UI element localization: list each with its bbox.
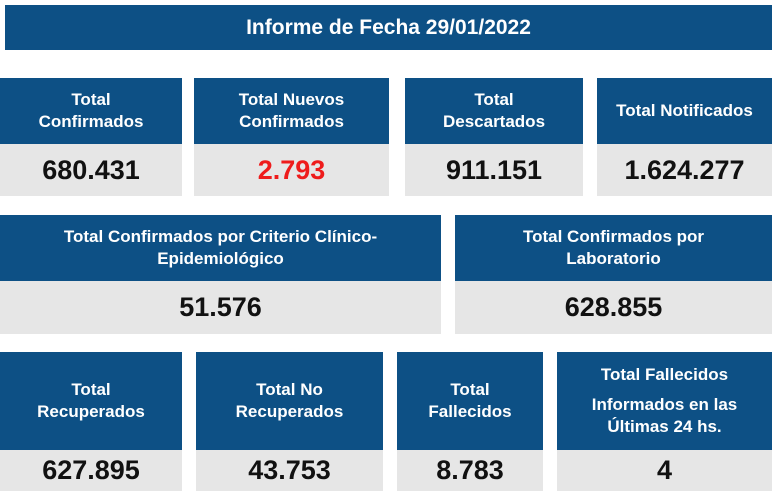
- card-label: Total Notificados: [597, 78, 772, 144]
- card-value: 628.855: [455, 281, 772, 334]
- card-value: 8.783: [397, 450, 543, 491]
- card-label: Total Fallecidos Informados en las Últim…: [557, 352, 772, 450]
- label-text: Total Descartados: [442, 90, 546, 131]
- label-text: Total Confirmados: [38, 90, 144, 131]
- card-total-confirmados: Total Confirmados 680.431: [0, 78, 182, 196]
- card-value: 51.576: [0, 281, 441, 334]
- card-value: 680.431: [0, 144, 182, 196]
- report-title: Informe de Fecha 29/01/2022: [5, 5, 772, 50]
- card-confirmados-criterio-clinico: Total Confirmados por Criterio Clínico- …: [0, 215, 441, 334]
- label-text: Total Fallecidos: [600, 365, 729, 384]
- card-label: Total No Recuperados: [196, 352, 383, 450]
- card-total-descartados: Total Descartados 911.151: [405, 78, 583, 196]
- card-label: Total Confirmados por Criterio Clínico- …: [0, 215, 441, 281]
- card-label: Total Recuperados: [0, 352, 182, 450]
- card-value: 1.624.277: [597, 144, 772, 196]
- card-total-no-recuperados: Total No Recuperados 43.753: [196, 352, 383, 491]
- label-text: Total Confirmados por Laboratorio: [522, 227, 704, 268]
- card-value: 2.793: [194, 144, 389, 196]
- card-total-fallecidos: Total Fallecidos 8.783: [397, 352, 543, 491]
- card-value: 627.895: [0, 450, 182, 491]
- card-confirmados-laboratorio: Total Confirmados por Laboratorio 628.85…: [455, 215, 772, 334]
- card-total-recuperados: Total Recuperados 627.895: [0, 352, 182, 491]
- card-value: 4: [557, 450, 772, 491]
- card-label: Total Descartados: [405, 78, 583, 144]
- label-text: Total Notificados: [616, 101, 753, 120]
- label-text: Total Recuperados: [37, 380, 145, 421]
- card-total-notificados: Total Notificados 1.624.277: [597, 78, 772, 196]
- card-label: Total Confirmados: [0, 78, 182, 144]
- label-text: Total Nuevos Confirmados: [238, 90, 345, 131]
- card-value: 911.151: [405, 144, 583, 196]
- card-label: Total Nuevos Confirmados: [194, 78, 389, 144]
- card-fallecidos-ultimas-24hs: Total Fallecidos Informados en las Últim…: [557, 352, 772, 491]
- card-label: Total Fallecidos: [397, 352, 543, 450]
- card-label: Total Confirmados por Laboratorio: [455, 215, 772, 281]
- label-text: Total No Recuperados: [235, 380, 344, 421]
- card-total-nuevos-confirmados: Total Nuevos Confirmados 2.793: [194, 78, 389, 196]
- label-text: Total Fallecidos: [428, 380, 512, 421]
- card-value: 43.753: [196, 450, 383, 491]
- label-text: Total Confirmados por Criterio Clínico- …: [63, 227, 378, 268]
- sublabel-text: Informados en las Últimas 24 hs.: [591, 395, 738, 436]
